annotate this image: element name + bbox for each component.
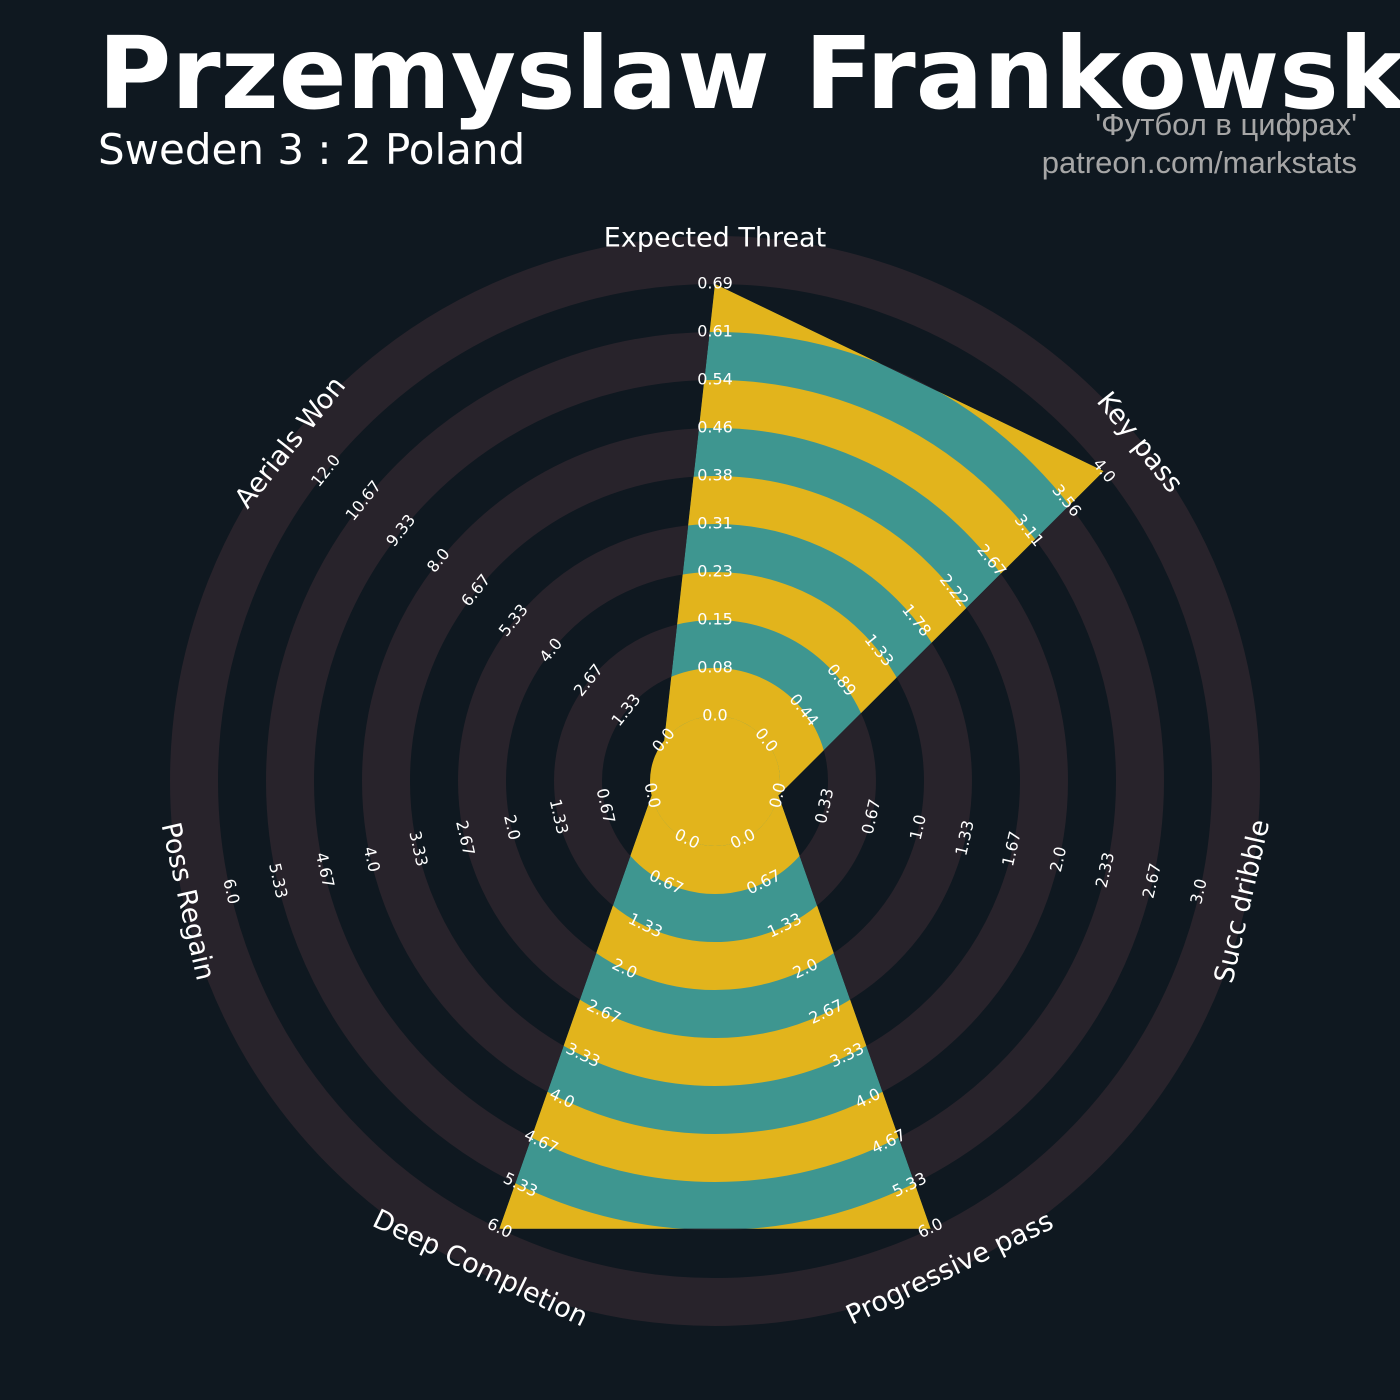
tick-label: 0.61 <box>697 322 733 341</box>
tick-label: 0.38 <box>697 466 733 485</box>
tick-label: 0.69 <box>697 274 733 293</box>
tick-label: 0.54 <box>697 370 733 389</box>
parameter-label: Expected Threat <box>604 223 826 254</box>
tick-label: 0.46 <box>697 418 733 437</box>
tick-label: 0.15 <box>697 610 733 629</box>
tick-label: 0.23 <box>697 562 733 581</box>
tick-label: 0.08 <box>697 658 733 677</box>
tick-label: 0.0 <box>702 706 727 725</box>
tick-label: 0.31 <box>697 514 733 533</box>
